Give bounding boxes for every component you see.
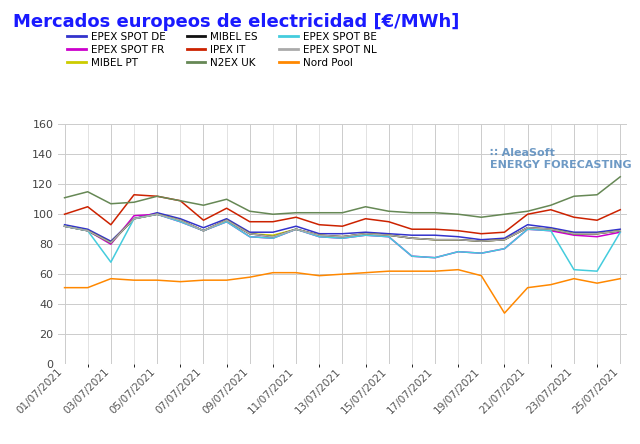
Legend: EPEX SPOT DE, EPEX SPOT FR, MIBEL PT, MIBEL ES, IPEX IT, N2EX UK, EPEX SPOT BE, : EPEX SPOT DE, EPEX SPOT FR, MIBEL PT, MI… [63,28,381,72]
Text: ∷ AleaSoft
ENERGY FORECASTING: ∷ AleaSoft ENERGY FORECASTING [490,148,632,170]
Text: Mercados europeos de electricidad [€/MWh]: Mercados europeos de electricidad [€/MWh… [13,13,459,32]
